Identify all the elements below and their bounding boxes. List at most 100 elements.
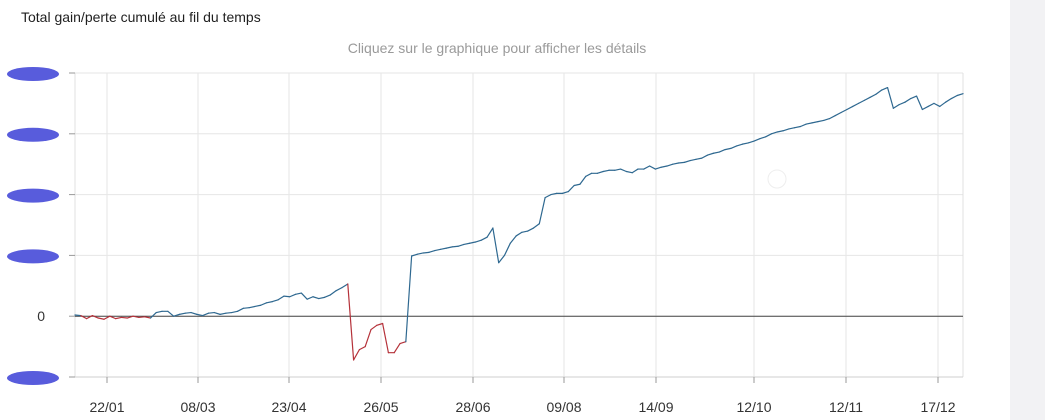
series-segment [736, 143, 744, 147]
chart-card[interactable]: Total gain/perte cumulé au fil du temps … [0, 0, 1010, 420]
series-segment [921, 105, 929, 111]
series-segment [196, 313, 204, 317]
series-segment [515, 231, 523, 237]
x-tick-label: 08/03 [180, 399, 215, 415]
series-segment [863, 96, 871, 101]
series-segment [260, 302, 268, 306]
y-tick-label: 0 [37, 308, 45, 324]
series-segment [666, 163, 674, 167]
series-segment [445, 246, 453, 249]
y-tick-label-redacted [7, 371, 59, 385]
series-segment [469, 241, 477, 244]
chart-svg[interactable]: 0 22/01 08/03 23/04 26/05 28/06 09/08 14/09 12/… [0, 0, 1010, 420]
series-segment [219, 312, 227, 315]
series-segment [625, 170, 633, 174]
hover-cursor-ring [767, 169, 787, 189]
series-segment [741, 142, 749, 145]
x-tick-label: 26/05 [363, 399, 398, 415]
series-segment [236, 307, 244, 312]
series-segment [695, 157, 703, 160]
series-segment [886, 86, 894, 109]
series-segment [451, 245, 459, 248]
chart-title: Total gain/perte cumulé au fil du temps [21, 9, 261, 25]
series-segment [503, 242, 511, 256]
series-segment [283, 295, 291, 298]
series-segment [109, 315, 117, 320]
series-segment [399, 341, 407, 345]
series-segment [567, 184, 575, 193]
series-segment [480, 236, 488, 241]
series-segment [376, 322, 384, 326]
series-segment [631, 168, 639, 174]
x-tick-label: 22/01 [89, 399, 124, 415]
series-segment [660, 165, 668, 168]
x-tick-label: 28/06 [455, 399, 490, 415]
series-segment [428, 249, 436, 253]
series-segment [486, 227, 494, 238]
series-segment [173, 313, 181, 317]
series-segment [689, 158, 697, 162]
series-segment [271, 299, 279, 303]
series-segment [782, 128, 790, 132]
series-segment [184, 311, 192, 314]
series-segment [892, 104, 900, 109]
series-segment [352, 349, 360, 361]
series-segment [521, 230, 529, 233]
series-segment [956, 93, 964, 97]
series-segment [126, 315, 134, 319]
series-segment [707, 152, 715, 156]
series-segment [846, 105, 854, 111]
series-segment [411, 253, 419, 257]
series-segment [544, 194, 552, 199]
series-segment [730, 145, 738, 149]
series-segment [654, 166, 662, 170]
series-segment [393, 342, 401, 354]
series-segment [579, 175, 587, 185]
series-segment [115, 316, 123, 320]
series-segment [80, 314, 88, 320]
series-segment [619, 168, 627, 173]
series-segment [898, 101, 906, 106]
series-segment [254, 304, 262, 308]
y-tick-label-redacted [7, 249, 59, 264]
series-segment [770, 131, 778, 135]
series-segment [573, 183, 581, 187]
series-segment [103, 315, 111, 320]
series-segment [765, 133, 773, 138]
series-segment [724, 147, 732, 151]
series-segment [805, 122, 813, 125]
series-segment [440, 247, 448, 250]
series-segment [747, 140, 755, 144]
series-segment [382, 322, 390, 354]
series-segment [799, 123, 807, 128]
series-segment [300, 292, 308, 300]
series-segment [498, 254, 506, 264]
series-segment [712, 151, 720, 154]
series-segment [857, 99, 865, 105]
series-segment [852, 102, 860, 108]
series-segment [828, 114, 836, 120]
series-segment [672, 162, 680, 165]
series-segment [463, 242, 471, 246]
series-segment [86, 314, 94, 320]
series-segment [155, 310, 163, 314]
series-segment [602, 169, 610, 173]
series-segment [509, 235, 517, 244]
series-segment [823, 117, 831, 122]
series-segment [213, 311, 221, 315]
x-tick-label: 09/08 [546, 399, 581, 415]
x-tick-label: 17/12 [920, 399, 955, 415]
y-tick-label-redacted [7, 67, 59, 81]
series-segment [207, 311, 215, 314]
series-segment [643, 165, 651, 170]
right-sidebar-strip [1010, 0, 1045, 420]
series-segment [678, 161, 686, 164]
series-segment [944, 97, 952, 103]
series-segment [811, 121, 819, 124]
chart-hint: Cliquez sur le graphique pour afficher l… [347, 40, 647, 56]
series-segment [405, 255, 413, 343]
series-segment [341, 283, 349, 289]
series-segment [933, 102, 941, 108]
chart-series[interactable] [74, 86, 964, 361]
series-segment [312, 296, 320, 300]
